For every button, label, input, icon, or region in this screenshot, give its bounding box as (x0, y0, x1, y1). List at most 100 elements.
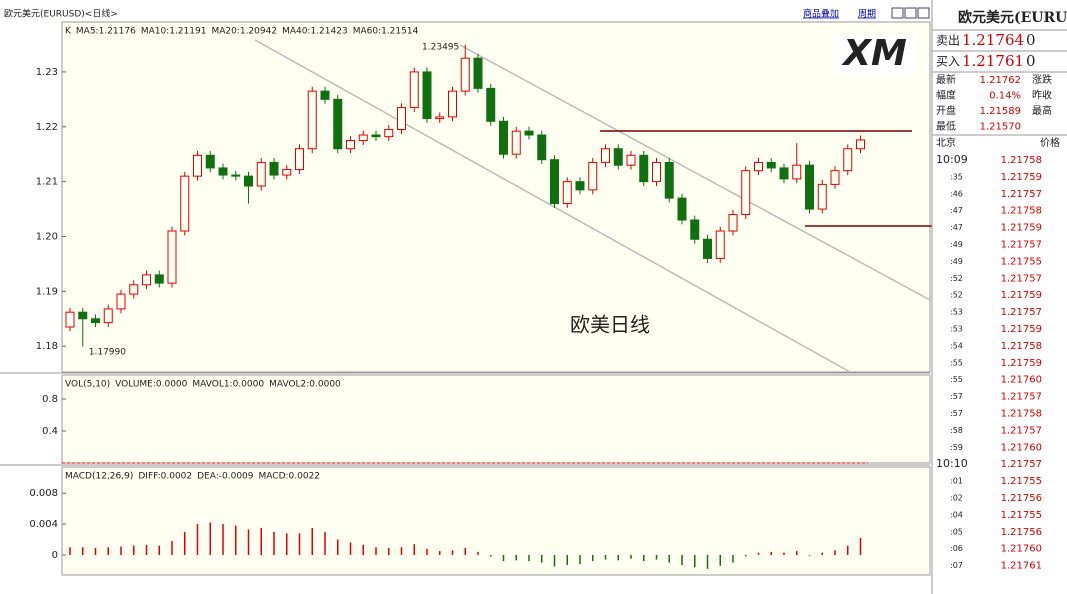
window-buttons[interactable] (891, 7, 930, 19)
y-tick-label: 1.18 (36, 341, 58, 352)
tick-time: :55 (950, 358, 963, 367)
sell-price: 1.21764 (962, 31, 1024, 49)
stat-value: 1.21570 (980, 122, 1021, 133)
candle-body (269, 161, 279, 176)
volume-panel (61, 374, 931, 464)
quote-panel (932, 0, 1067, 594)
candle-body (307, 90, 317, 150)
candle-body (830, 170, 840, 185)
indicator-label: MAVOL2:0.0000 (269, 380, 341, 390)
stat-value: 0.14% (989, 91, 1021, 102)
tick-price: 1.21759 (1001, 324, 1042, 335)
trend-line (254, 39, 851, 373)
tick-price: 1.21757 (1001, 459, 1042, 470)
candle-body (856, 139, 865, 150)
candle-body (435, 116, 445, 120)
candle-body (193, 154, 202, 177)
tick-price: 1.21759 (1001, 172, 1042, 183)
candle-body (244, 175, 253, 187)
y-tick-label: 0 (52, 550, 58, 561)
candle-body (652, 161, 661, 183)
buy-label: 买入 (936, 55, 960, 69)
tick-price: 1.21758 (1001, 155, 1042, 166)
y-tick-label: 1.22 (36, 122, 58, 133)
trend-line (459, 44, 931, 301)
candle-body (448, 90, 457, 118)
stat-label: 最新 (936, 73, 956, 86)
indicator-label: MA10:1.21191 (141, 27, 207, 37)
button[interactable] (891, 7, 904, 19)
indicator-label: K (65, 27, 72, 37)
tick-price: 1.21757 (1001, 392, 1042, 403)
candle-body (537, 134, 547, 161)
tick-time: :54 (950, 341, 963, 350)
tick-price: 1.21755 (1001, 476, 1042, 487)
candle-body (460, 57, 470, 92)
indicator-label: MACD:0.0022 (259, 472, 321, 482)
candle-body (524, 130, 534, 136)
tick-time: :55 (950, 375, 963, 384)
indicator-label: VOLUME:0.0000 (115, 380, 187, 390)
sell-extra: 0 (1026, 31, 1036, 49)
y-tick-label: 0.008 (29, 488, 58, 499)
button[interactable] (917, 7, 930, 19)
candle-body (690, 219, 700, 240)
peak-label: 1.23495 (422, 42, 459, 52)
tick-list: 10:09 1.21758:35 1.21759:46 1.21757:47 1.217… (936, 153, 1042, 572)
indicator-label: MA20:1.20942 (211, 27, 277, 37)
candle-body (728, 214, 738, 232)
period-link[interactable]: 周期 (858, 9, 876, 20)
button[interactable] (904, 7, 917, 19)
logo: XM (841, 33, 907, 74)
candle-body (588, 161, 598, 191)
candle-body (550, 159, 559, 205)
candle-body (613, 148, 623, 166)
candle-body (116, 293, 126, 310)
candle-body (295, 148, 304, 171)
tick-price: 1.21756 (1001, 527, 1042, 538)
candle-body (205, 154, 215, 169)
tick-price: 1.21755 (1001, 510, 1042, 521)
indicator-label: MAVOL1:0.0000 (192, 380, 264, 390)
buy-extra: 0 (1026, 52, 1036, 70)
candle-body (601, 148, 610, 163)
tick-price: 1.21757 (1001, 240, 1042, 251)
candle-body (473, 57, 483, 89)
candle-body (103, 308, 113, 324)
tick-time: :35 (950, 172, 963, 181)
logo-box (833, 34, 917, 74)
indicator-label: MA5:1.21176 (76, 27, 136, 37)
tick-time: 10:09 (936, 153, 968, 166)
tick-time: :47 (950, 223, 963, 232)
y-tick-label: 1.23 (36, 67, 58, 78)
window-title: 欧元美元(EURUSD)<日线> (4, 8, 118, 20)
tick-price: 1.21758 (1001, 341, 1042, 352)
candle-body (180, 175, 190, 232)
tick-time: :47 (950, 206, 963, 215)
candle-body (218, 167, 228, 176)
candle-body (754, 161, 763, 172)
charts: 1.18 1.19 1.20 1.21 1.22 1.23 K MA5:1.21176 MA10… (29, 27, 865, 569)
tick-time: :07 (950, 561, 963, 570)
candle-body (231, 174, 241, 177)
y-tick-label: 0.8 (42, 394, 58, 405)
candle-body (792, 164, 802, 180)
candle-body (409, 71, 419, 109)
stat-label: 开盘 (936, 104, 956, 117)
tick-price: 1.21760 (1001, 442, 1042, 453)
stat-label: 最高 (1032, 104, 1052, 117)
stat-label: 昨收 (1032, 89, 1052, 102)
candle-body (256, 161, 266, 187)
tick-time: 10:10 (936, 457, 968, 470)
tick-time: :58 (950, 426, 963, 435)
tick-price: 1.21757 (1001, 425, 1042, 436)
candle-body (282, 169, 292, 176)
candle-body (384, 129, 394, 138)
candle-body (639, 154, 649, 183)
overlay-link[interactable]: 商品叠加 (803, 8, 839, 20)
stat-label: 最低 (936, 120, 956, 133)
stat-value: 1.21762 (980, 75, 1021, 86)
candle-body (320, 90, 330, 100)
candle-body (703, 238, 712, 259)
